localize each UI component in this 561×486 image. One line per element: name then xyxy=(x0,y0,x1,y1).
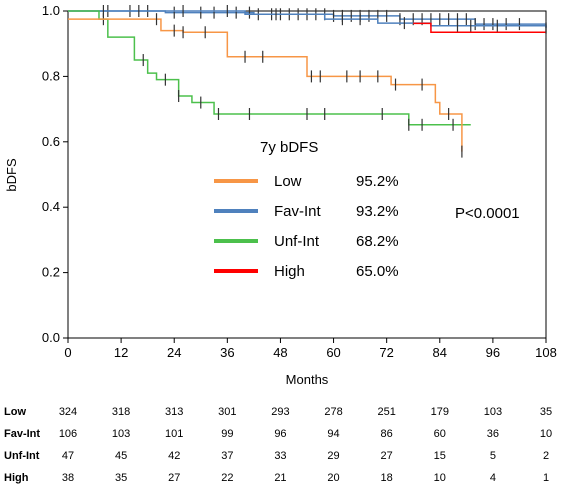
risk-cell: 99 xyxy=(221,428,233,440)
y-axis-title: bDFS xyxy=(4,158,19,192)
risk-cell: 318 xyxy=(112,406,130,418)
risk-cell: 18 xyxy=(381,472,393,484)
risk-cell: 324 xyxy=(59,406,77,418)
risk-cell: 45 xyxy=(115,450,127,462)
risk-cell: 313 xyxy=(165,406,183,418)
risk-cell: 20 xyxy=(327,472,339,484)
risk-cell: 37 xyxy=(221,450,233,462)
risk-cell: 301 xyxy=(218,406,236,418)
y-tick-label: 1.0 xyxy=(42,3,60,18)
survival-curves xyxy=(68,5,547,158)
risk-cell: 94 xyxy=(327,428,339,440)
risk-cell: 2 xyxy=(543,450,549,462)
legend: 7y bDFS Low 95.2% Fav-Int 93.2% Unf-Int 68.2%… xyxy=(214,139,399,280)
x-tick-label: 36 xyxy=(220,345,234,360)
risk-cell: 35 xyxy=(540,406,552,418)
legend-label: Fav-Int xyxy=(274,203,322,220)
risk-cell: 22 xyxy=(221,472,233,484)
y-tick-label: 0.2 xyxy=(42,265,60,280)
x-tick-label: 96 xyxy=(486,345,500,360)
risk-cell: 27 xyxy=(168,472,180,484)
legend-value: 68.2% xyxy=(356,233,399,250)
risk-row-label: Low xyxy=(4,406,26,418)
risk-cell: 101 xyxy=(165,428,183,440)
risk-cell: 251 xyxy=(377,406,395,418)
series-line-red xyxy=(413,22,546,34)
legend-label: High xyxy=(274,263,305,280)
risk-cell: 96 xyxy=(274,428,286,440)
x-tick-label: 72 xyxy=(379,345,393,360)
x-tick-label: 24 xyxy=(167,345,181,360)
series-line-high xyxy=(68,18,463,152)
risk-cell: 27 xyxy=(381,450,393,462)
y-tick-label: 0.0 xyxy=(42,330,60,345)
risk-cell: 38 xyxy=(62,472,74,484)
risk-cell: 293 xyxy=(271,406,289,418)
y-tick-label: 0.4 xyxy=(42,199,60,214)
p-value-annotation: P<0.0001 xyxy=(455,205,520,222)
y-tick-label: 0.8 xyxy=(42,68,60,83)
risk-cell: 21 xyxy=(274,472,286,484)
risk-cell: 106 xyxy=(59,428,77,440)
series-line-fav-int xyxy=(68,10,547,29)
x-tick-label: 12 xyxy=(114,345,128,360)
risk-cell: 35 xyxy=(115,472,127,484)
risk-cell: 15 xyxy=(434,450,446,462)
risk-cell: 42 xyxy=(168,450,180,462)
legend-value: 93.2% xyxy=(356,203,399,220)
risk-cell: 29 xyxy=(327,450,339,462)
x-tick-label: 0 xyxy=(64,345,71,360)
risk-cell: 103 xyxy=(112,428,130,440)
x-axis-title: Months xyxy=(286,372,329,387)
y-tick-label: 0.6 xyxy=(42,134,60,149)
x-tick-label: 60 xyxy=(326,345,340,360)
risk-cell: 10 xyxy=(540,428,552,440)
legend-label: Low xyxy=(274,173,302,190)
risk-cell: 36 xyxy=(487,428,499,440)
series-line-unf-int xyxy=(68,10,471,126)
legend-value: 65.0% xyxy=(356,263,399,280)
y-axis-ticks: 0.0 0.2 0.4 0.6 0.8 1.0 xyxy=(42,3,68,345)
risk-cell: 179 xyxy=(431,406,449,418)
risk-cell: 47 xyxy=(62,450,74,462)
legend-title: 7y bDFS xyxy=(260,139,318,156)
x-tick-label: 84 xyxy=(433,345,447,360)
risk-cell: 60 xyxy=(434,428,446,440)
risk-cell: 10 xyxy=(434,472,446,484)
legend-value: 95.2% xyxy=(356,173,399,190)
x-tick-label: 48 xyxy=(273,345,287,360)
risk-cell: 1 xyxy=(543,472,549,484)
x-tick-label: 108 xyxy=(535,345,557,360)
risk-cell: 86 xyxy=(381,428,393,440)
risk-row-label: High xyxy=(4,472,29,484)
risk-cell: 4 xyxy=(490,472,496,484)
risk-cell: 5 xyxy=(490,450,496,462)
risk-row-label: Unf-Int xyxy=(4,450,40,462)
risk-row-label: Fav-Int xyxy=(4,428,40,440)
risk-cell: 33 xyxy=(274,450,286,462)
x-axis-ticks: 0 12 24 36 48 60 72 84 96 108 xyxy=(64,338,557,360)
legend-label: Unf-Int xyxy=(274,233,320,250)
risk-cell: 278 xyxy=(324,406,342,418)
risk-cell: 103 xyxy=(484,406,502,418)
